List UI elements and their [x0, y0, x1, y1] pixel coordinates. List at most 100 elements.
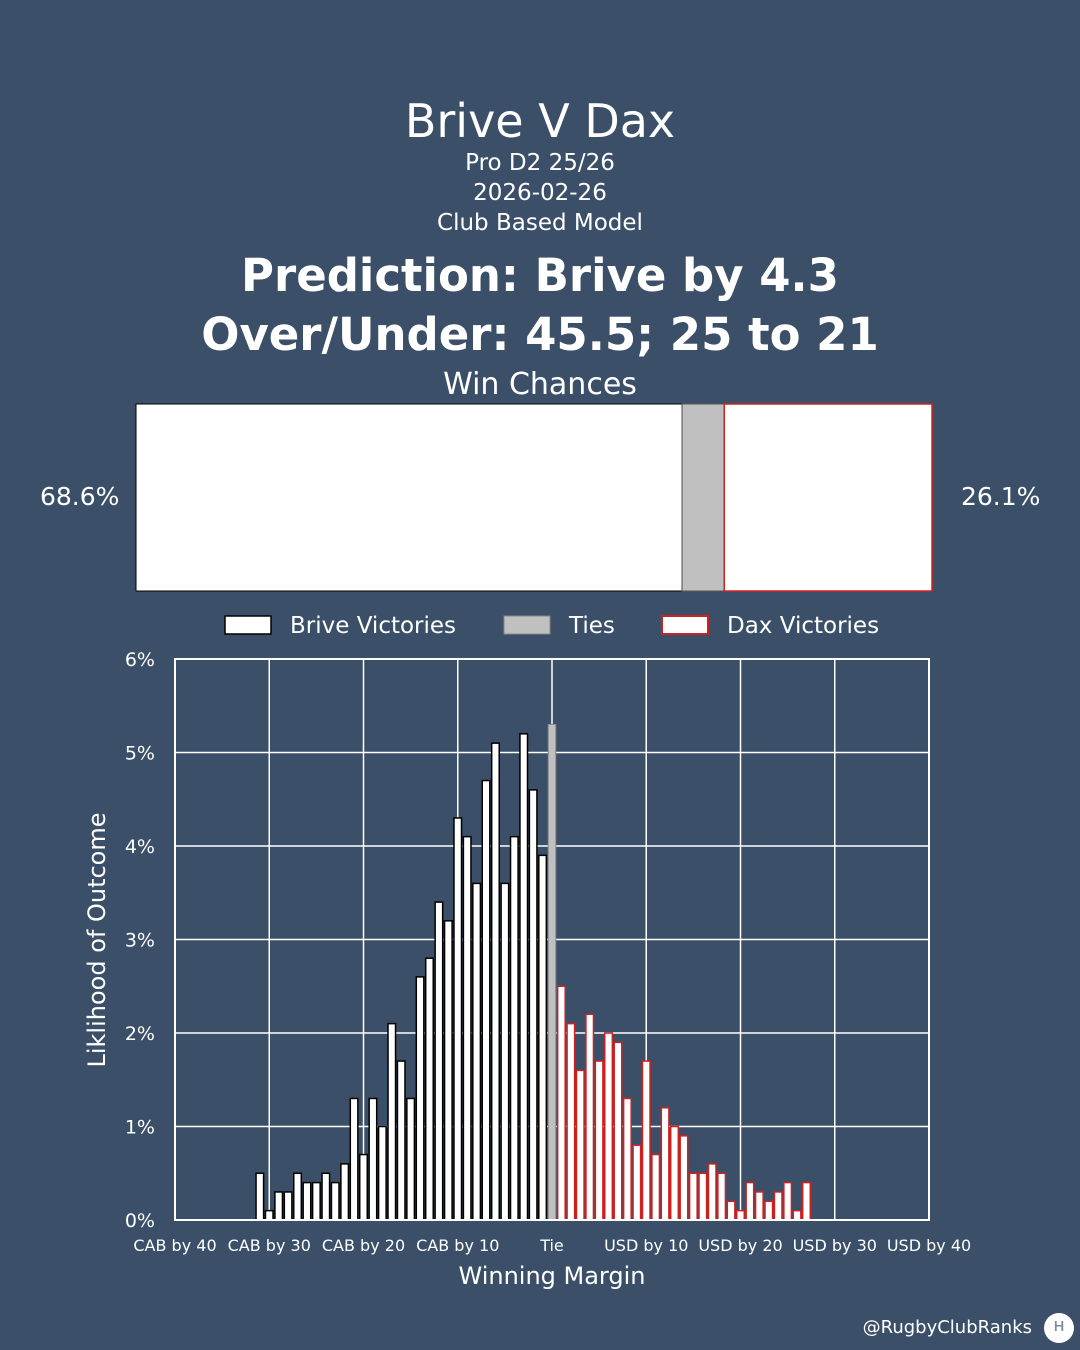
- brive-bar: [264, 1209, 274, 1221]
- dax-bar: [698, 1172, 708, 1221]
- dax-bar: [707, 1163, 717, 1221]
- brive-bar: [443, 920, 453, 1221]
- rugby-posts-logo-icon: ʜ: [1044, 1313, 1074, 1343]
- dax-bar: [566, 1022, 576, 1221]
- x-tick-label: CAB by 40: [133, 1236, 216, 1255]
- dax-bar: [632, 1144, 642, 1221]
- win-bar-home: [135, 403, 683, 592]
- brive-bar: [490, 742, 500, 1221]
- dax-bar: [792, 1209, 802, 1221]
- legend-swatch-home: [224, 615, 272, 635]
- brive-bar: [274, 1191, 284, 1221]
- brive-bar: [293, 1172, 303, 1221]
- x-tick-label: USD by 40: [887, 1236, 971, 1255]
- brive-bar: [368, 1097, 378, 1221]
- match-title: Brive V Dax: [404, 94, 676, 148]
- y-tick-label: 0%: [125, 1210, 155, 1232]
- margin-histogram: 0% 1% 2% 3% 4% 5% 6% CAB by 40 CAB by 30 CAB by 2…: [125, 649, 971, 1255]
- dax-bar: [764, 1200, 774, 1221]
- brive-bar: [434, 901, 444, 1221]
- dax-bar: [660, 1107, 670, 1221]
- dax-bar: [773, 1191, 783, 1221]
- competition-label: Pro D2 25/26: [465, 150, 615, 176]
- x-tick-label: CAB by 10: [416, 1236, 499, 1255]
- dax-bar: [575, 1069, 585, 1221]
- brive-bar: [283, 1191, 293, 1221]
- dax-bar: [594, 1060, 604, 1221]
- x-tick-label: CAB by 30: [228, 1236, 311, 1255]
- x-tick-label: USD by 20: [698, 1236, 782, 1255]
- tie-bar: [547, 723, 557, 1221]
- legend-swatch-away: [661, 615, 709, 635]
- x-axis-label: Winning Margin: [458, 1262, 645, 1290]
- x-tick-label: Tie: [539, 1236, 564, 1255]
- y-tick-label: 1%: [125, 1117, 155, 1139]
- brive-bar: [255, 1172, 265, 1221]
- brive-bar: [349, 1097, 359, 1221]
- prediction-text: Prediction: Brive by 4.3: [241, 249, 839, 302]
- brive-bar: [321, 1172, 331, 1221]
- dax-bar: [613, 1041, 623, 1221]
- win-chance-bar: [135, 403, 933, 592]
- brive-bar: [519, 733, 529, 1221]
- brive-bar: [481, 779, 491, 1221]
- y-tick-label: 3%: [125, 930, 155, 952]
- brive-bar: [538, 854, 548, 1221]
- dax-bar: [585, 1013, 595, 1221]
- match-date: 2026-02-26: [473, 180, 607, 206]
- dax-bar: [679, 1135, 689, 1221]
- brive-bar: [396, 1060, 406, 1221]
- over-under-text: Over/Under: 45.5; 25 to 21: [201, 308, 879, 361]
- model-label: Club Based Model: [437, 210, 643, 236]
- dax-bar: [726, 1200, 736, 1221]
- legend-swatch-tie: [503, 615, 551, 635]
- brive-bar: [340, 1163, 350, 1221]
- dax-bar: [651, 1153, 661, 1221]
- brive-bar: [377, 1125, 387, 1221]
- dax-bar: [604, 1032, 614, 1221]
- dax-bar: [735, 1209, 746, 1221]
- chart-legend: Brive Victories Ties Dax Victories: [224, 613, 879, 639]
- dax-bar: [754, 1191, 764, 1221]
- brive-bar: [462, 835, 472, 1221]
- dax-bar: [688, 1172, 698, 1221]
- brive-bar: [500, 882, 510, 1221]
- dax-bar: [783, 1181, 793, 1221]
- brive-bar: [453, 817, 463, 1221]
- brive-bar: [387, 1022, 397, 1221]
- y-tick-label: 6%: [125, 649, 155, 671]
- legend-label-away: Dax Victories: [727, 613, 879, 639]
- brive-bar: [472, 882, 482, 1221]
- dax-bar: [670, 1125, 680, 1221]
- y-tick-label: 5%: [125, 743, 155, 765]
- win-chances-title: Win Chances: [443, 367, 637, 402]
- x-tick-label: USD by 30: [793, 1236, 877, 1255]
- y-tick-label: 4%: [125, 836, 155, 858]
- brive-bar: [302, 1181, 312, 1221]
- home-win-pct: 68.6%: [40, 482, 120, 511]
- legend-label-home: Brive Victories: [290, 613, 456, 639]
- brive-bar: [358, 1153, 369, 1221]
- x-tick-label: USD by 10: [604, 1236, 688, 1255]
- dax-bar: [622, 1097, 632, 1221]
- dax-bar: [717, 1172, 727, 1221]
- legend-label-tie: Ties: [568, 613, 615, 639]
- brive-bar: [509, 835, 519, 1221]
- dax-bar: [801, 1181, 811, 1221]
- plot-frame: [174, 658, 930, 1221]
- brive-bar: [528, 789, 538, 1221]
- win-bar-away: [723, 403, 933, 592]
- brive-bar: [406, 1097, 416, 1221]
- brive-bar: [415, 976, 425, 1221]
- brive-bar: [311, 1181, 321, 1221]
- dax-bar: [641, 1060, 651, 1221]
- footer-handle: @RugbyClubRanks: [862, 1317, 1032, 1338]
- dax-bar: [745, 1181, 755, 1221]
- x-tick-label: CAB by 20: [322, 1236, 405, 1255]
- win-bar-tie: [681, 403, 725, 592]
- dax-bar: [556, 985, 566, 1221]
- brive-bar: [330, 1181, 340, 1221]
- away-win-pct: 26.1%: [961, 482, 1041, 511]
- logo-glyph: ʜ: [1053, 1315, 1065, 1336]
